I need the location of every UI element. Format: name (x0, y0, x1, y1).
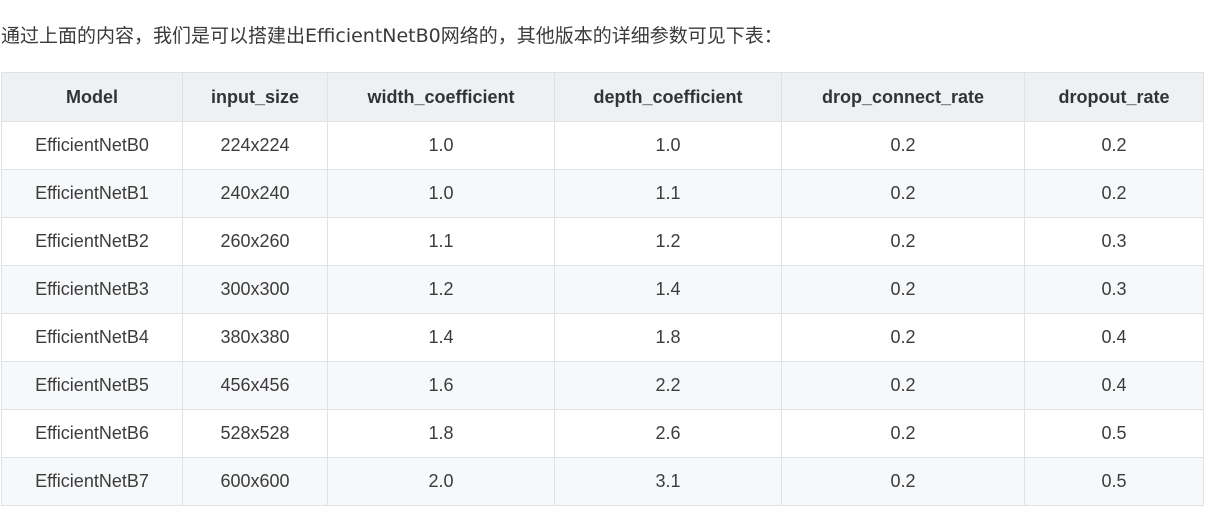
cell-model: EfficientNetB1 (1, 169, 183, 218)
header-dropout-rate: dropout_rate (1024, 72, 1204, 122)
table-row: EfficientNetB1 240x240 1.0 1.1 0.2 0.2 (1, 169, 1204, 218)
cell-dropout-rate: 0.3 (1024, 217, 1204, 266)
intro-paragraph: 通过上面的内容，我们是可以搭建出EfficientNetB0网络的，其他版本的详… (1, 25, 783, 47)
header-model: Model (1, 72, 183, 122)
cell-dropout-rate: 0.5 (1024, 409, 1204, 458)
cell-dropout-rate: 0.2 (1024, 169, 1204, 218)
header-input-size: input_size (182, 72, 328, 122)
cell-input-size: 260x260 (182, 217, 328, 266)
cell-width-coefficient: 1.0 (327, 169, 555, 218)
cell-dropout-rate: 0.4 (1024, 361, 1204, 410)
cell-input-size: 600x600 (182, 457, 328, 506)
cell-drop-connect-rate: 0.2 (781, 361, 1025, 410)
cell-drop-connect-rate: 0.2 (781, 265, 1025, 314)
table-header-row: Model input_size width_coefficient depth… (1, 72, 1204, 122)
table-row: EfficientNetB5 456x456 1.6 2.2 0.2 0.4 (1, 361, 1204, 410)
cell-width-coefficient: 1.2 (327, 265, 555, 314)
cell-width-coefficient: 1.1 (327, 217, 555, 266)
cell-dropout-rate: 0.3 (1024, 265, 1204, 314)
table-row: EfficientNetB4 380x380 1.4 1.8 0.2 0.4 (1, 313, 1204, 362)
cell-width-coefficient: 2.0 (327, 457, 555, 506)
cell-input-size: 528x528 (182, 409, 328, 458)
table-row: EfficientNetB3 300x300 1.2 1.4 0.2 0.3 (1, 265, 1204, 314)
cell-model: EfficientNetB6 (1, 409, 183, 458)
cell-dropout-rate: 0.5 (1024, 457, 1204, 506)
cell-width-coefficient: 1.0 (327, 121, 555, 170)
cell-drop-connect-rate: 0.2 (781, 217, 1025, 266)
cell-input-size: 224x224 (182, 121, 328, 170)
cell-depth-coefficient: 1.4 (554, 265, 782, 314)
cell-drop-connect-rate: 0.2 (781, 457, 1025, 506)
cell-depth-coefficient: 3.1 (554, 457, 782, 506)
cell-depth-coefficient: 1.1 (554, 169, 782, 218)
cell-depth-coefficient: 2.6 (554, 409, 782, 458)
cell-width-coefficient: 1.6 (327, 361, 555, 410)
cell-drop-connect-rate: 0.2 (781, 169, 1025, 218)
cell-input-size: 240x240 (182, 169, 328, 218)
cell-model: EfficientNetB3 (1, 265, 183, 314)
efficientnet-params-table: Model input_size width_coefficient depth… (1, 72, 1204, 506)
cell-drop-connect-rate: 0.2 (781, 121, 1025, 170)
cell-drop-connect-rate: 0.2 (781, 409, 1025, 458)
cell-input-size: 456x456 (182, 361, 328, 410)
header-width-coefficient: width_coefficient (327, 72, 555, 122)
header-drop-connect-rate: drop_connect_rate (781, 72, 1025, 122)
table-row: EfficientNetB6 528x528 1.8 2.6 0.2 0.5 (1, 409, 1204, 458)
cell-model: EfficientNetB4 (1, 313, 183, 362)
cell-depth-coefficient: 1.8 (554, 313, 782, 362)
cell-width-coefficient: 1.8 (327, 409, 555, 458)
cell-input-size: 300x300 (182, 265, 328, 314)
header-depth-coefficient: depth_coefficient (554, 72, 782, 122)
cell-model: EfficientNetB2 (1, 217, 183, 266)
cell-width-coefficient: 1.4 (327, 313, 555, 362)
cell-model: EfficientNetB0 (1, 121, 183, 170)
cell-depth-coefficient: 1.2 (554, 217, 782, 266)
table-row: EfficientNetB7 600x600 2.0 3.1 0.2 0.5 (1, 457, 1204, 506)
cell-model: EfficientNetB5 (1, 361, 183, 410)
table-row: EfficientNetB0 224x224 1.0 1.0 0.2 0.2 (1, 121, 1204, 170)
cell-depth-coefficient: 2.2 (554, 361, 782, 410)
table-row: EfficientNetB2 260x260 1.1 1.2 0.2 0.3 (1, 217, 1204, 266)
cell-depth-coefficient: 1.0 (554, 121, 782, 170)
cell-drop-connect-rate: 0.2 (781, 313, 1025, 362)
cell-model: EfficientNetB7 (1, 457, 183, 506)
cell-dropout-rate: 0.2 (1024, 121, 1204, 170)
cell-input-size: 380x380 (182, 313, 328, 362)
cell-dropout-rate: 0.4 (1024, 313, 1204, 362)
